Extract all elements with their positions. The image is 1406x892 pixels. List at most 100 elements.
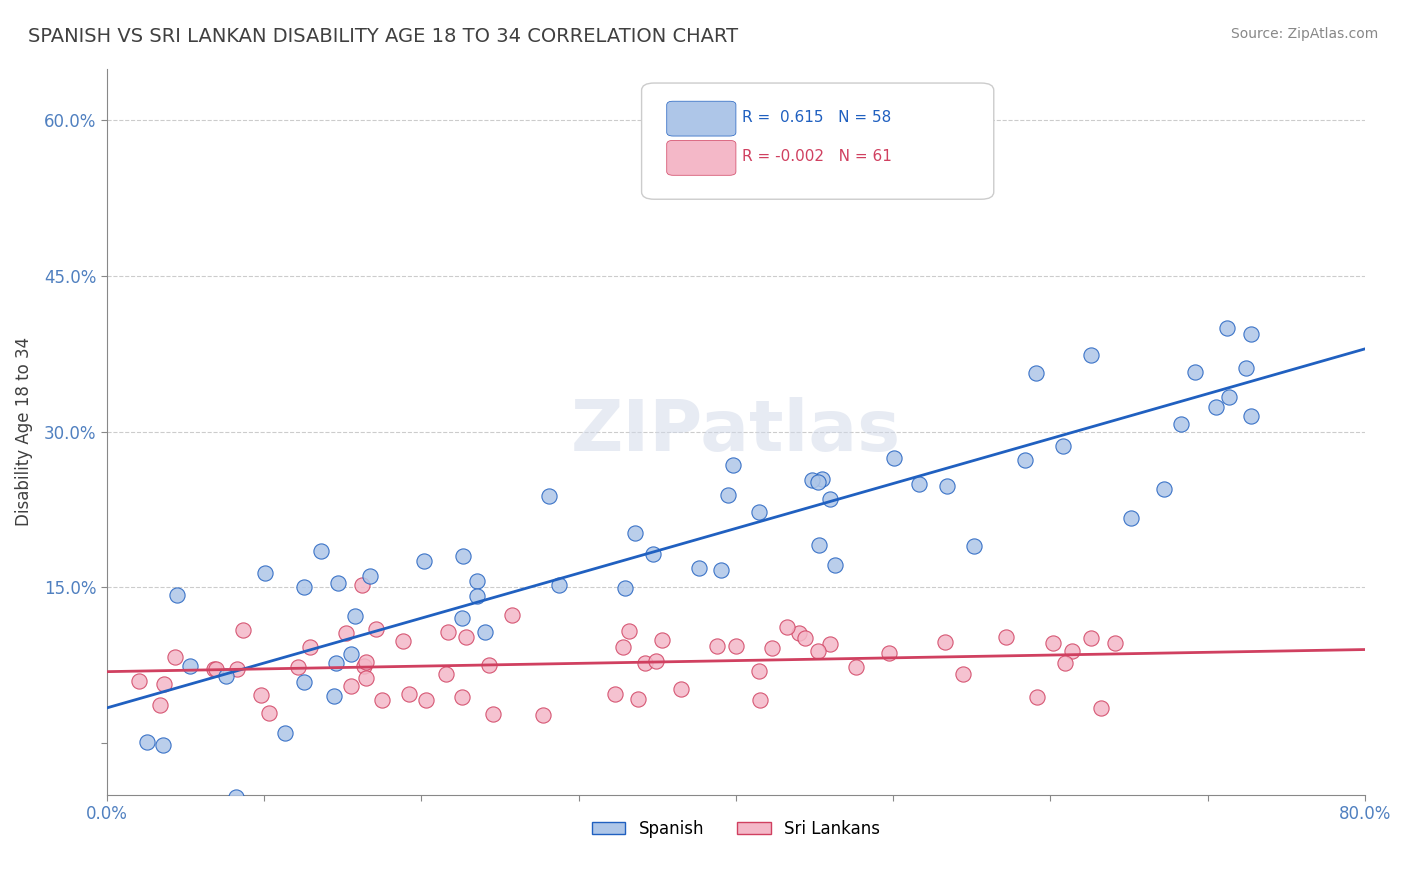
Text: R = -0.002   N = 61: R = -0.002 N = 61 <box>742 149 891 164</box>
Point <box>339 679 361 693</box>
Point <box>437 625 460 640</box>
Point <box>605 687 627 701</box>
Point <box>1119 510 1142 524</box>
Point <box>450 611 472 625</box>
Point <box>537 489 560 503</box>
Point <box>883 450 905 465</box>
Point <box>617 624 640 638</box>
Point <box>671 681 693 696</box>
Text: Source: ZipAtlas.com: Source: ZipAtlas.com <box>1230 27 1378 41</box>
Point <box>202 662 225 676</box>
FancyBboxPatch shape <box>641 83 994 199</box>
Point <box>356 671 378 685</box>
Point <box>350 578 373 592</box>
Point <box>1170 417 1192 431</box>
Point <box>398 687 420 701</box>
Point <box>451 690 474 705</box>
Point <box>877 647 900 661</box>
Point <box>187 840 209 855</box>
Point <box>339 647 361 661</box>
Point <box>326 575 349 590</box>
Point <box>392 634 415 648</box>
Point <box>478 657 501 672</box>
Point <box>1153 482 1175 496</box>
Point <box>748 505 770 519</box>
Point <box>1090 701 1112 715</box>
Point <box>624 525 647 540</box>
Text: ZIPatlas: ZIPatlas <box>571 397 901 467</box>
Point <box>344 608 367 623</box>
Point <box>717 488 740 502</box>
Point <box>710 563 733 577</box>
Point <box>761 641 783 656</box>
Y-axis label: Disability Age 18 to 34: Disability Age 18 to 34 <box>15 337 32 526</box>
Point <box>353 658 375 673</box>
Point <box>531 708 554 723</box>
Point <box>163 650 186 665</box>
Point <box>643 547 665 561</box>
Point <box>354 655 377 669</box>
Point <box>1104 636 1126 650</box>
Point <box>287 660 309 674</box>
Point <box>225 790 247 805</box>
Point <box>1042 636 1064 650</box>
Point <box>465 574 488 589</box>
Point <box>292 580 315 594</box>
Point <box>1025 690 1047 705</box>
Point <box>325 656 347 670</box>
Point <box>1080 631 1102 645</box>
Point <box>309 543 332 558</box>
Point <box>1025 367 1047 381</box>
Point <box>818 637 841 651</box>
Point <box>1234 361 1257 376</box>
Point <box>166 588 188 602</box>
Point <box>787 625 810 640</box>
Point <box>1240 326 1263 341</box>
Point <box>149 698 172 713</box>
Point <box>963 539 986 553</box>
Point <box>454 630 477 644</box>
Point <box>1215 321 1237 335</box>
Point <box>226 662 249 676</box>
Point <box>688 561 710 575</box>
Point <box>1080 348 1102 362</box>
Point <box>250 689 273 703</box>
Point <box>1054 656 1077 670</box>
Point <box>808 538 831 552</box>
Point <box>776 620 799 634</box>
Point <box>547 578 569 592</box>
Point <box>179 658 201 673</box>
Point <box>465 589 488 603</box>
Point <box>128 673 150 688</box>
Point <box>793 631 815 645</box>
Point <box>152 739 174 753</box>
Point <box>1014 452 1036 467</box>
Point <box>725 639 748 653</box>
Point <box>257 706 280 720</box>
Point <box>612 640 634 655</box>
Text: SPANISH VS SRI LANKAN DISABILITY AGE 18 TO 34 CORRELATION CHART: SPANISH VS SRI LANKAN DISABILITY AGE 18 … <box>28 27 738 45</box>
Point <box>434 667 457 681</box>
Point <box>135 735 157 749</box>
FancyBboxPatch shape <box>666 140 735 175</box>
Point <box>232 623 254 637</box>
Point <box>1205 400 1227 414</box>
Point <box>614 581 637 595</box>
Point <box>748 665 770 679</box>
Point <box>253 566 276 580</box>
Point <box>299 640 322 655</box>
Point <box>292 674 315 689</box>
Point <box>152 677 174 691</box>
Point <box>1240 409 1263 423</box>
Point <box>359 568 381 582</box>
Point <box>415 693 437 707</box>
Point <box>952 667 974 681</box>
Point <box>371 693 394 707</box>
Point <box>935 479 957 493</box>
Point <box>651 632 673 647</box>
Point <box>706 639 728 653</box>
Point <box>1060 644 1083 658</box>
Point <box>634 656 657 670</box>
Point <box>801 473 824 487</box>
Point <box>908 477 931 491</box>
